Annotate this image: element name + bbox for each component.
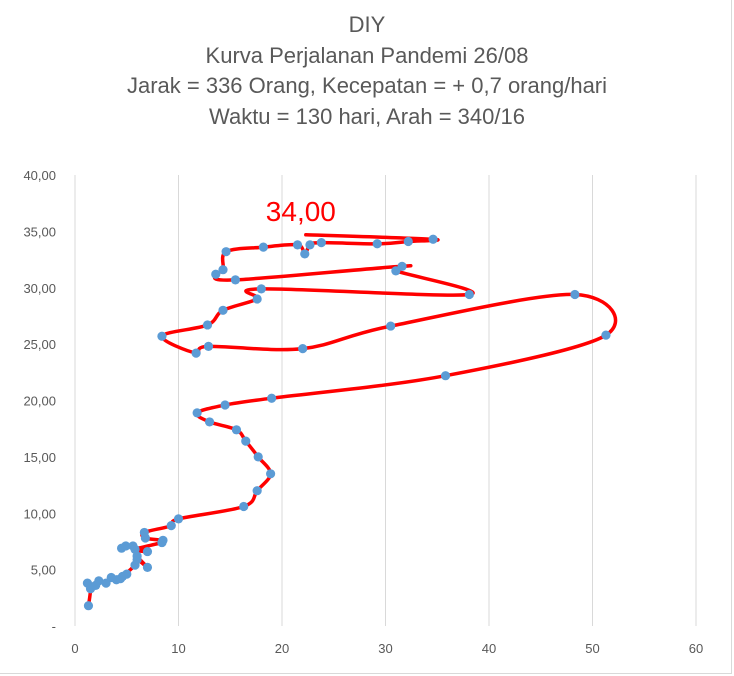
data-point	[218, 305, 228, 315]
data-point	[220, 400, 230, 410]
data-point	[158, 535, 168, 545]
data-point	[386, 321, 396, 331]
data-point	[300, 249, 310, 259]
data-point	[258, 242, 268, 252]
y-tick-label: 25,00	[23, 337, 56, 352]
data-point	[94, 576, 104, 586]
data-point	[203, 341, 214, 351]
data-point	[464, 289, 474, 300]
data-point	[211, 269, 221, 279]
data-point	[316, 238, 326, 248]
data-point	[403, 236, 413, 247]
data-point	[142, 562, 153, 572]
data-point	[372, 239, 382, 249]
y-tick-label: 35,00	[23, 224, 56, 239]
data-point	[267, 393, 277, 403]
data-point	[142, 546, 153, 557]
series-curve	[85, 233, 618, 608]
data-point	[305, 240, 315, 250]
data-point	[298, 344, 308, 354]
data-point	[82, 578, 93, 588]
data-point	[252, 294, 262, 304]
chart-title-line-4: Waktu = 130 hari, Arah = 340/16	[209, 103, 525, 129]
y-tick-label: 5,00	[31, 563, 56, 578]
gridlines	[74, 175, 697, 626]
data-point	[130, 544, 140, 554]
y-tick-label: -	[52, 619, 56, 634]
data-point	[218, 265, 228, 275]
data-point	[139, 527, 149, 538]
data-point	[83, 601, 94, 611]
x-tick-label: 40	[482, 641, 496, 656]
data-point	[253, 452, 263, 462]
chart-title-line-2: Kurva Perjalanan Pandemi 26/08	[205, 42, 529, 68]
data-point	[166, 521, 176, 531]
x-tick-label: 20	[275, 641, 289, 656]
data-point	[121, 541, 131, 551]
y-axis-ticks: - 5,00 10,00 15,00 20,00 25,00 30,00 35,00 40,00	[23, 168, 56, 634]
series-markers	[82, 234, 611, 611]
data-point	[292, 240, 303, 250]
x-tick-label: 30	[378, 641, 392, 656]
data-point	[115, 574, 126, 584]
annotation-label: 34,00	[266, 196, 336, 227]
chart-title-line-3: Jarak = 336 Orang, Kecepatan = + 0,7 ora…	[126, 73, 608, 98]
data-point	[192, 408, 202, 418]
data-point	[601, 330, 611, 340]
data-point	[266, 469, 276, 479]
data-point	[231, 425, 242, 435]
data-point	[252, 486, 262, 496]
data-point	[570, 289, 580, 300]
series-line	[85, 233, 618, 608]
chart-title-line-1: DIY	[348, 12, 386, 37]
data-point	[202, 320, 213, 330]
x-tick-label: 0	[71, 641, 78, 656]
x-tick-label: 50	[585, 641, 599, 656]
data-point	[157, 331, 167, 341]
x-axis-ticks: 0 10 20 30 40 50 60	[71, 641, 703, 656]
data-point	[173, 514, 184, 524]
y-tick-label: 20,00	[23, 394, 56, 409]
y-tick-label: 10,00	[23, 506, 56, 521]
data-point	[204, 417, 215, 427]
data-point	[221, 247, 231, 257]
data-point	[428, 234, 438, 244]
x-tick-label: 10	[171, 641, 185, 656]
y-tick-label: 30,00	[23, 281, 56, 296]
data-point	[191, 348, 201, 358]
chart-title: DIY Kurva Perjalanan Pandemi 26/08 Jarak…	[0, 10, 734, 132]
x-tick-label: 60	[689, 641, 703, 656]
data-point	[239, 501, 249, 512]
data-point	[230, 275, 241, 285]
data-point	[440, 371, 451, 381]
y-tick-label: 15,00	[23, 450, 56, 465]
y-tick-label: 40,00	[23, 168, 56, 183]
data-point	[256, 284, 266, 294]
data-point	[397, 261, 407, 271]
data-point	[241, 436, 251, 446]
